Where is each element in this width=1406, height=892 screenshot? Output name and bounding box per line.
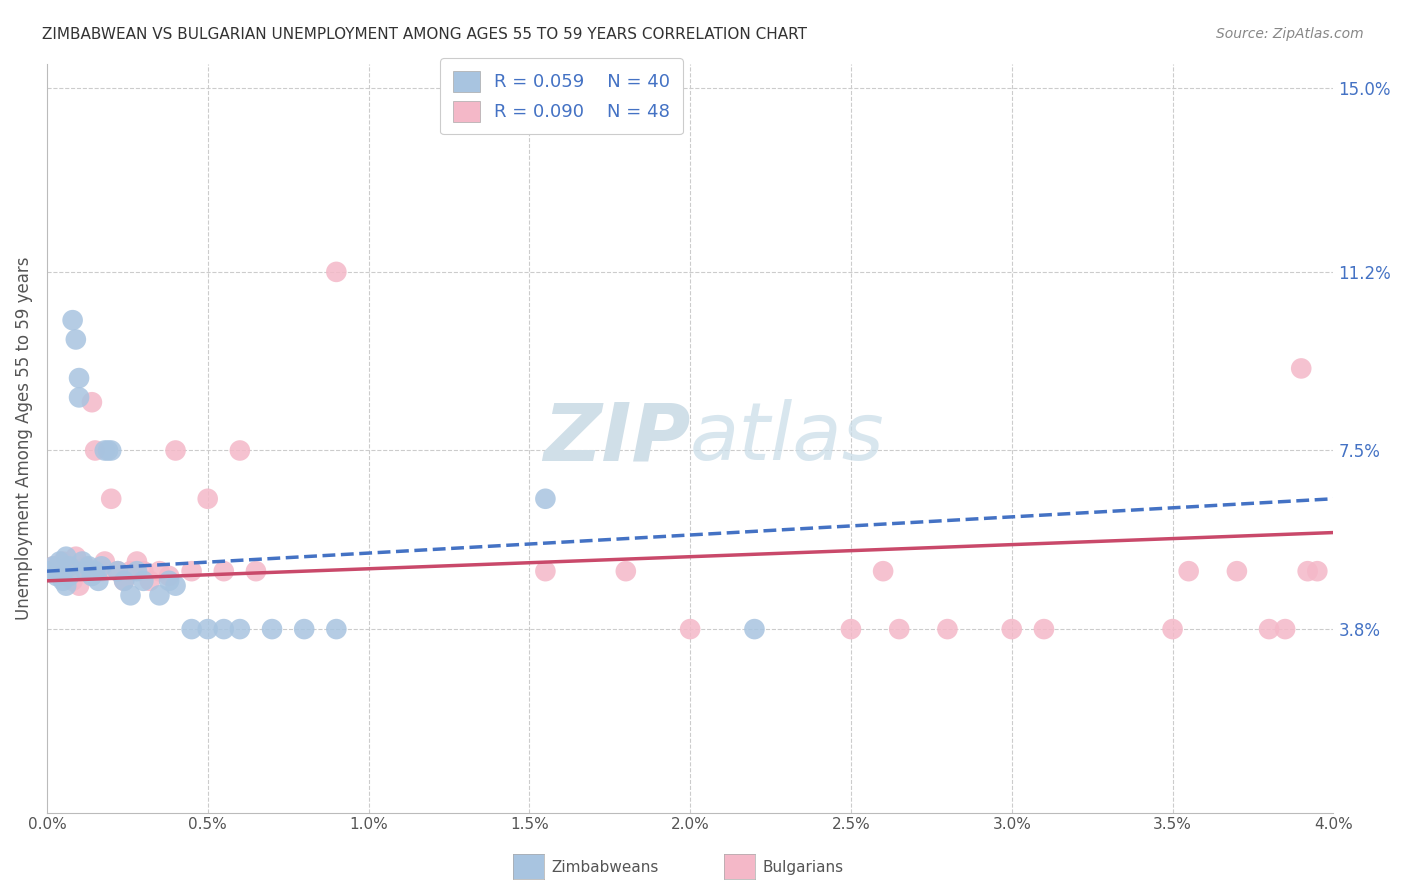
- Point: [120, 564, 142, 578]
- Point: [107, 564, 129, 578]
- Point: [889, 622, 911, 636]
- Text: ZIP: ZIP: [543, 400, 690, 477]
- Point: [77, 559, 100, 574]
- Point: [132, 574, 155, 588]
- Point: [679, 622, 702, 636]
- Point: [55, 579, 77, 593]
- Point: [80, 569, 103, 583]
- Point: [839, 622, 862, 636]
- Point: [52, 555, 75, 569]
- Point: [90, 564, 112, 578]
- Point: [292, 622, 315, 636]
- Point: [157, 574, 180, 588]
- Point: [72, 555, 94, 569]
- Point: [87, 574, 110, 588]
- Point: [936, 622, 959, 636]
- Point: [65, 549, 87, 564]
- Text: atlas: atlas: [690, 400, 884, 477]
- Point: [212, 622, 235, 636]
- Y-axis label: Unemployment Among Ages 55 to 59 years: Unemployment Among Ages 55 to 59 years: [15, 257, 32, 620]
- Point: [325, 622, 347, 636]
- Point: [120, 588, 142, 602]
- Point: [80, 395, 103, 409]
- Point: [94, 443, 117, 458]
- Point: [58, 559, 80, 574]
- Point: [84, 443, 107, 458]
- Point: [197, 491, 219, 506]
- Point: [84, 564, 107, 578]
- Point: [90, 559, 112, 574]
- Point: [165, 579, 187, 593]
- Point: [112, 574, 135, 588]
- Point: [157, 569, 180, 583]
- Point: [67, 391, 90, 405]
- Point: [744, 622, 766, 636]
- Point: [229, 622, 252, 636]
- Point: [100, 491, 122, 506]
- Point: [165, 443, 187, 458]
- Point: [1258, 622, 1281, 636]
- Point: [75, 559, 97, 574]
- Point: [35, 564, 58, 578]
- Point: [534, 491, 557, 506]
- Text: Source: ZipAtlas.com: Source: ZipAtlas.com: [1216, 27, 1364, 41]
- Point: [1001, 622, 1024, 636]
- Text: Zimbabweans: Zimbabweans: [551, 860, 658, 874]
- Point: [1226, 564, 1249, 578]
- Point: [872, 564, 894, 578]
- Point: [229, 443, 252, 458]
- Point: [325, 265, 347, 279]
- Point: [97, 443, 120, 458]
- Point: [100, 443, 122, 458]
- Point: [67, 579, 90, 593]
- Point: [180, 622, 202, 636]
- Point: [180, 564, 202, 578]
- Legend: R = 0.059    N = 40, R = 0.090    N = 48: R = 0.059 N = 40, R = 0.090 N = 48: [440, 58, 683, 135]
- Point: [148, 564, 170, 578]
- Point: [139, 574, 162, 588]
- Point: [65, 333, 87, 347]
- Point: [48, 564, 70, 578]
- Point: [72, 564, 94, 578]
- Point: [212, 564, 235, 578]
- Point: [62, 313, 84, 327]
- Point: [42, 559, 65, 574]
- Point: [1177, 564, 1199, 578]
- Point: [1032, 622, 1054, 636]
- Point: [58, 559, 80, 574]
- Point: [1274, 622, 1296, 636]
- Point: [614, 564, 637, 578]
- Point: [1296, 564, 1319, 578]
- Point: [245, 564, 267, 578]
- Point: [67, 371, 90, 385]
- Point: [62, 574, 84, 588]
- Point: [52, 574, 75, 588]
- Point: [148, 588, 170, 602]
- Point: [125, 555, 148, 569]
- Point: [94, 555, 117, 569]
- Point: [48, 555, 70, 569]
- Point: [1161, 622, 1184, 636]
- Point: [260, 622, 283, 636]
- Point: [197, 622, 219, 636]
- Point: [55, 549, 77, 564]
- Point: [1289, 361, 1312, 376]
- Point: [45, 569, 67, 583]
- Point: [35, 564, 58, 578]
- Point: [1306, 564, 1329, 578]
- Point: [534, 564, 557, 578]
- Point: [58, 569, 80, 583]
- Point: [75, 564, 97, 578]
- Point: [125, 564, 148, 578]
- Point: [55, 569, 77, 583]
- Point: [107, 564, 129, 578]
- Point: [42, 559, 65, 574]
- Point: [112, 574, 135, 588]
- Text: ZIMBABWEAN VS BULGARIAN UNEMPLOYMENT AMONG AGES 55 TO 59 YEARS CORRELATION CHART: ZIMBABWEAN VS BULGARIAN UNEMPLOYMENT AMO…: [42, 27, 807, 42]
- Text: Bulgarians: Bulgarians: [762, 860, 844, 874]
- Point: [132, 564, 155, 578]
